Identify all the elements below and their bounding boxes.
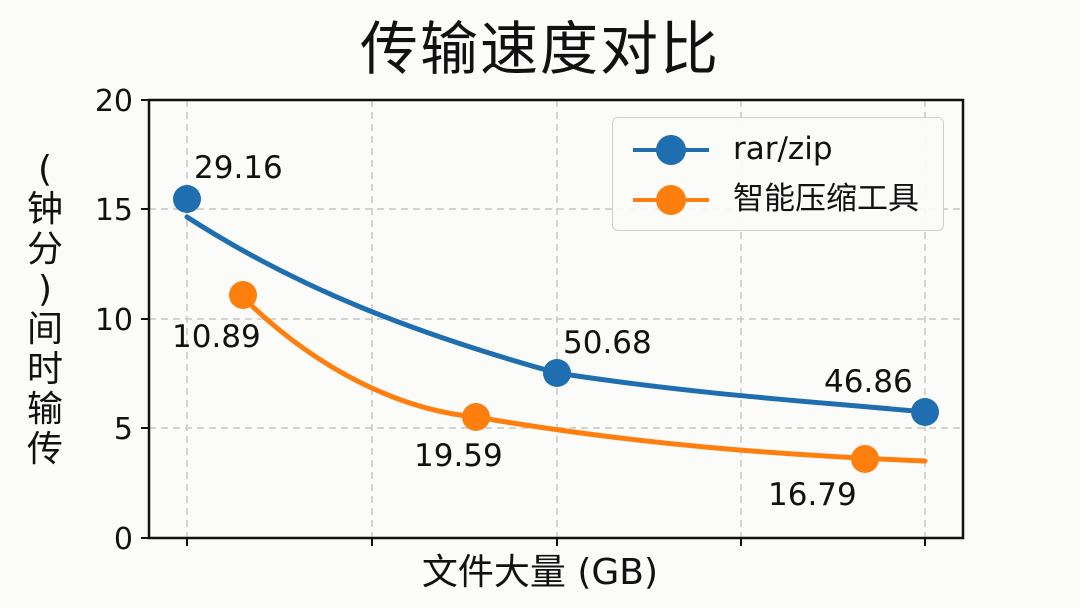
- legend-item-rarzip: rar/zip: [623, 124, 933, 174]
- legend-label: rar/zip: [733, 131, 833, 167]
- ytick-20: 20: [95, 84, 133, 119]
- y-axis-label: ( 钟 分 ) 间 时 输 传: [26, 149, 63, 470]
- rarzip-point-3: [911, 398, 939, 426]
- label-rarzip-3: 46.86: [824, 364, 913, 400]
- smart-point-1: [229, 281, 257, 309]
- rarzip-point-1: [173, 185, 201, 213]
- legend-label: 智能压缩工具: [733, 181, 919, 217]
- legend-marker-icon: [656, 185, 686, 215]
- data-labels: 29.16 50.68 46.86 10.89 19.59 16.79: [172, 150, 913, 513]
- rarzip-point-2: [543, 359, 571, 387]
- x-axis-label: 文件大量 (GB): [421, 552, 659, 593]
- legend-marker-icon: [656, 135, 686, 165]
- ytick-5: 5: [114, 412, 133, 447]
- y-tick-labels: 0 5 10 15 20: [95, 84, 133, 557]
- ytick-0: 0: [114, 522, 133, 557]
- label-rarzip-1: 29.16: [194, 150, 283, 186]
- label-smart-2: 19.59: [414, 438, 503, 474]
- series-smart-line: [249, 303, 928, 464]
- smart-point-2: [462, 403, 490, 431]
- ytick-10: 10: [95, 303, 133, 338]
- smart-point-3: [851, 445, 879, 473]
- label-rarzip-2: 50.68: [563, 325, 652, 361]
- label-smart-1: 10.89: [172, 319, 261, 355]
- chart-title: 传输速度对比: [359, 15, 720, 83]
- legend-item-smart-tool: 智能压缩工具: [623, 174, 933, 224]
- axis-ticks: [141, 99, 926, 546]
- label-smart-3: 16.79: [768, 477, 857, 513]
- legend: rar/zip 智能压缩工具: [612, 117, 944, 231]
- ytick-15: 15: [95, 193, 133, 228]
